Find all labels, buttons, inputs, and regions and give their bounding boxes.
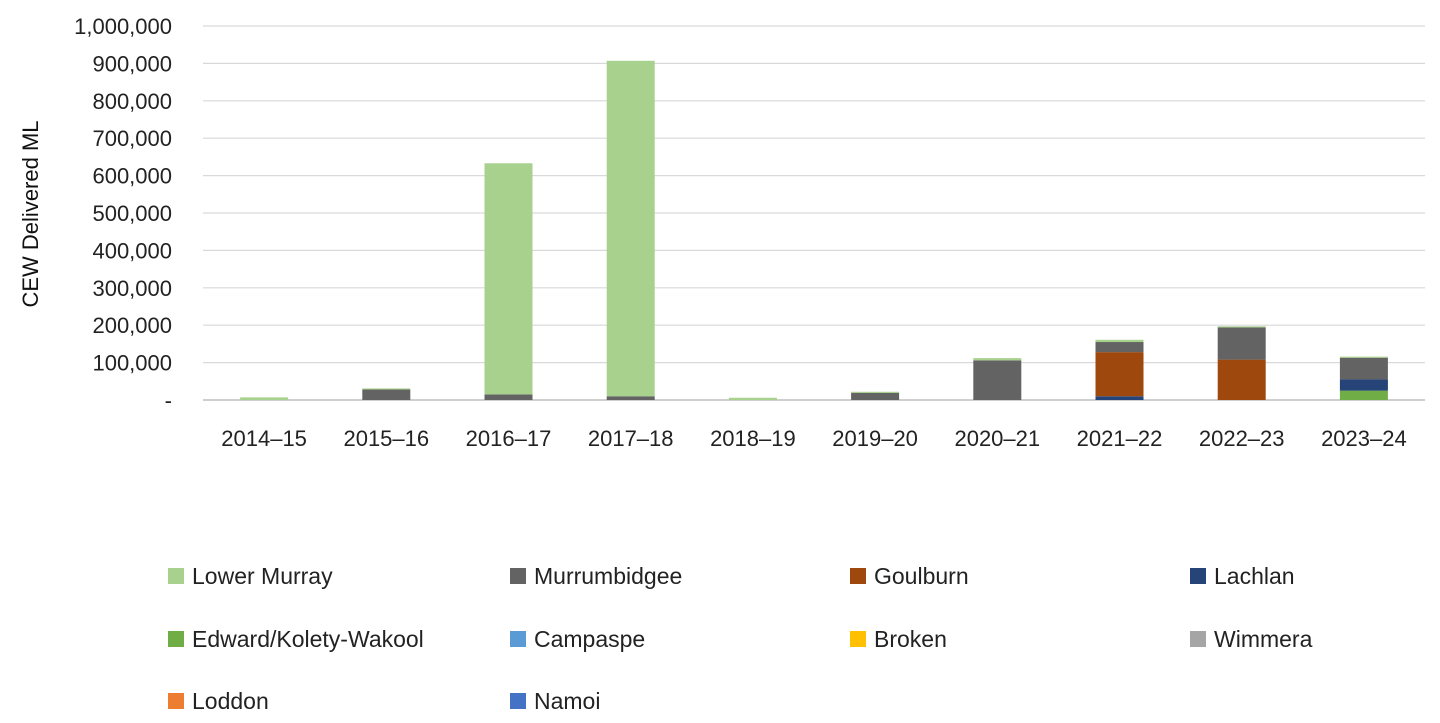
bar-segment: [362, 388, 411, 390]
y-tick-label: 300,000: [92, 276, 172, 301]
y-tick-label: 700,000: [92, 126, 172, 151]
x-tick-label: 2016–17: [466, 426, 552, 451]
bar-segment: [1339, 390, 1388, 400]
bar-segment: [240, 397, 289, 400]
x-tick-label: 2018–19: [710, 426, 796, 451]
y-tick-label: 500,000: [92, 201, 172, 226]
x-tick-label: 2014–15: [221, 426, 307, 451]
bar-segment: [606, 396, 655, 400]
bar-segment: [1095, 342, 1144, 353]
x-tick-label: 2020–21: [954, 426, 1040, 451]
x-tick-label: 2023–24: [1321, 426, 1407, 451]
y-tick-label: 800,000: [92, 89, 172, 114]
x-tick-label: 2015–16: [343, 426, 429, 451]
x-tick-label: 2017–18: [588, 426, 674, 451]
y-tick-label: 600,000: [92, 164, 172, 189]
y-tick-label: 100,000: [92, 351, 172, 376]
y-tick-label: -: [165, 388, 172, 413]
bar-segment: [973, 358, 1022, 361]
bar-segment: [1095, 396, 1144, 400]
bar-segment: [851, 392, 900, 400]
bar-segment: [1339, 379, 1388, 391]
y-axis-ticks: - 100,000 200,000 300,000 400,000 500,000 600,…: [74, 14, 172, 413]
bar-segment: [1217, 326, 1266, 328]
bar-segment: [851, 391, 900, 393]
x-axis-ticks: 2014–15 2015–16 2016–17 2017–18 2018–19 2019–…: [221, 426, 1406, 451]
gridlines: [203, 25, 1425, 401]
bar-segment: [1217, 359, 1266, 400]
y-tick-label: 200,000: [92, 313, 172, 338]
bar-segment: [484, 394, 533, 400]
bar-segment: [484, 163, 533, 395]
y-axis-title: CEW Delivered ML: [18, 120, 43, 307]
bar-segment: [1217, 327, 1266, 360]
bar-segment: [1095, 339, 1144, 343]
bars: [240, 60, 1388, 400]
bar-segment: [362, 389, 411, 400]
bar-segment: [973, 360, 1022, 400]
bar-segment: [1095, 352, 1144, 397]
y-tick-label: 1,000,000: [74, 14, 172, 39]
y-tick-label: 400,000: [92, 238, 172, 263]
x-tick-label: 2021–22: [1077, 426, 1163, 451]
x-tick-label: 2019–20: [832, 426, 918, 451]
x-tick-label: 2022–23: [1199, 426, 1285, 451]
bar-segment: [606, 60, 655, 397]
bar-segment: [728, 397, 777, 400]
bar-segment: [1339, 357, 1388, 380]
bar-segment: [1339, 356, 1388, 358]
y-tick-label: 900,000: [92, 51, 172, 76]
